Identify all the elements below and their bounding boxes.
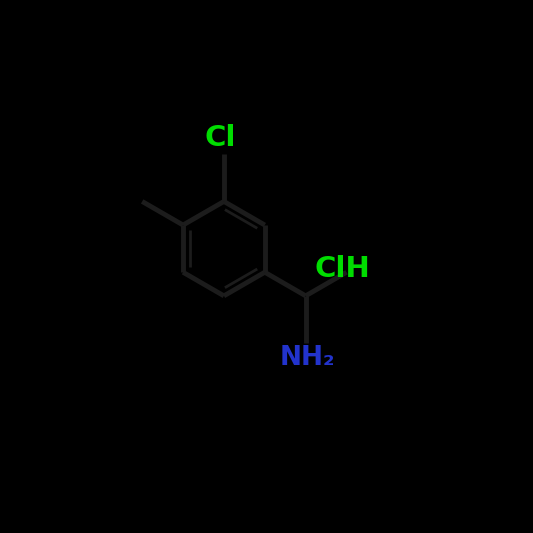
Text: NH₂: NH₂ <box>280 345 335 371</box>
Text: Cl: Cl <box>204 124 236 152</box>
Text: ClH: ClH <box>314 255 370 283</box>
